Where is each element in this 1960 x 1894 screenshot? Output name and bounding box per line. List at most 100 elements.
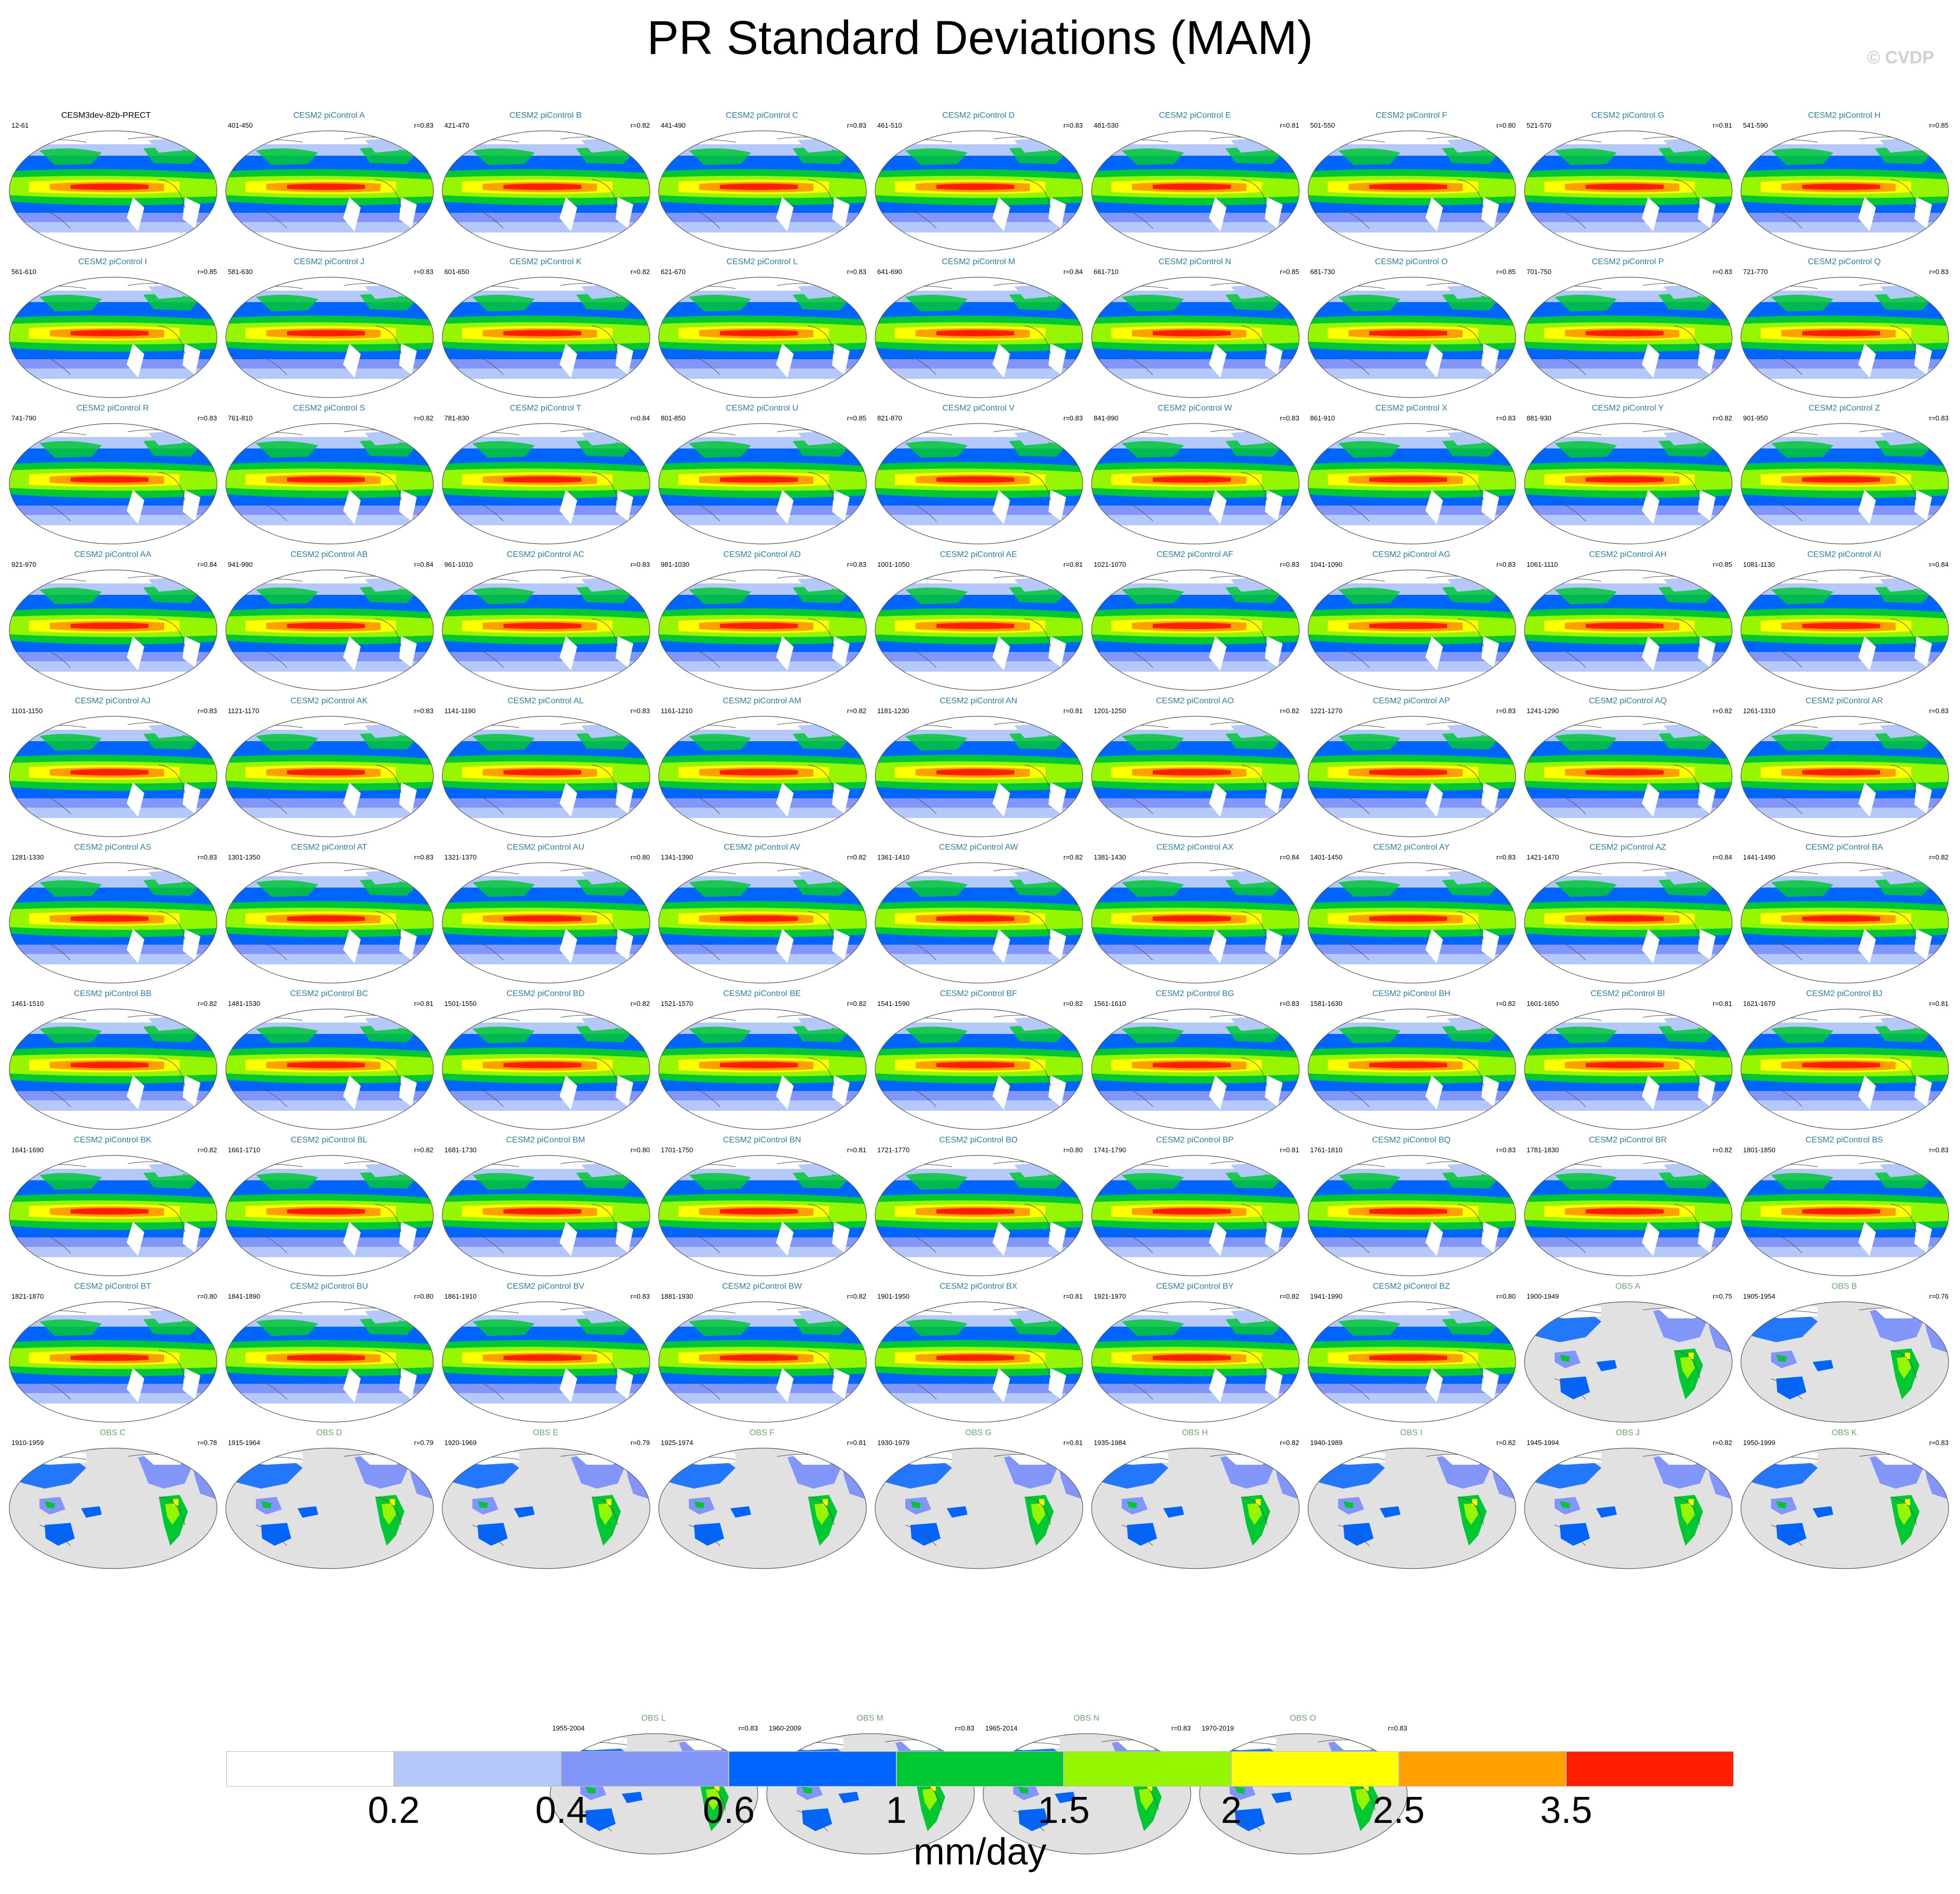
map-panel: CESM2 piControl AC 961-1010 r=0.83	[437, 548, 654, 694]
panel-years: 1101-1150	[11, 707, 43, 715]
panel-map	[1524, 716, 1733, 837]
panel-years: 1441-1490	[1743, 853, 1776, 861]
panel-title: CESM2 piControl AY	[1373, 843, 1450, 852]
panel-years: 1945-1994	[1527, 1439, 1559, 1447]
panel-title: CESM2 piControl BN	[723, 1136, 801, 1144]
panel-correlation: r=0.83	[738, 1724, 758, 1732]
panel-years: 421-470	[444, 121, 469, 129]
panel-title: OBS B	[1831, 1282, 1857, 1291]
panel-years: 801-850	[661, 414, 686, 422]
map-panel: CESM2 piControl AA 921-970 r=0.84	[4, 548, 221, 694]
panel-correlation: r=0.82	[1063, 1000, 1083, 1007]
panel-title: CESM2 piControl BV	[507, 1282, 584, 1291]
panel-years: 1281-1330	[11, 853, 44, 861]
panel-correlation: r=0.82	[1712, 414, 1732, 422]
panel-correlation: r=0.83	[955, 1724, 974, 1732]
map-panel: CESM2 piControl C 441-490 r=0.83	[654, 109, 870, 255]
panel-correlation: r=0.85	[847, 414, 866, 422]
panel-title: CESM2 piControl AL	[507, 697, 584, 705]
panel-correlation: r=0.83	[1063, 121, 1083, 129]
map-panel: CESM2 piControl X 861-910 r=0.83	[1303, 402, 1520, 548]
panel-map	[442, 1155, 650, 1276]
panel-title: CESM2 piControl AH	[1589, 550, 1667, 559]
panel-years: 461-510	[877, 121, 902, 129]
panel-years: 12-61	[11, 121, 29, 129]
panel-years: 1741-1790	[1094, 1146, 1126, 1154]
panel-correlation: r=0.83	[414, 268, 433, 276]
colorbar-tick-label: 0.6	[702, 1790, 755, 1831]
panel-years: 621-670	[661, 268, 686, 276]
panel-years: 1261-1310	[1743, 707, 1776, 715]
map-panel: CESM2 piControl AO 1201-1250 r=0.82	[1086, 694, 1303, 841]
map-panel: CESM2 piControl BT 1821-1870 r=0.80	[4, 1280, 221, 1426]
panel-correlation: r=0.80	[414, 1292, 433, 1300]
colorbar-swatch	[729, 1751, 896, 1787]
panel-map	[225, 716, 434, 837]
panel-years: 1970-2019	[1202, 1724, 1234, 1732]
panel-years: 1421-1470	[1527, 853, 1559, 861]
panel-map	[225, 1448, 434, 1569]
map-panel: CESM2 piControl AD 981-1030 r=0.83	[654, 548, 870, 694]
colorbar-swatch	[896, 1751, 1064, 1787]
panel-years: 1001-1050	[877, 561, 910, 568]
panel-map	[442, 1448, 650, 1569]
panel-years: 1561-1610	[1094, 1000, 1126, 1007]
panel-years: 1761-1810	[1310, 1146, 1343, 1154]
panel-map	[983, 1733, 1191, 1855]
chart-title: PR Standard Deviations (MAM)	[647, 11, 1313, 64]
map-panel: CESM2 piControl P 701-750 r=0.83	[1519, 255, 1736, 402]
panel-map	[9, 1155, 217, 1276]
map-panel: CESM2 piControl AB 941-990 r=0.84	[221, 548, 438, 694]
map-panel: CESM2 piControl I 561-610 r=0.85	[4, 255, 221, 402]
colorbar-tick-label: 0.2	[367, 1790, 420, 1831]
panel-years: 941-990	[228, 561, 253, 568]
map-panel: CESM2 piControl D 461-510 r=0.83	[870, 109, 1087, 255]
panel-map	[1524, 569, 1733, 691]
panel-title: CESM2 piControl BY	[1156, 1282, 1234, 1291]
panel-map	[442, 423, 650, 544]
map-panel: OBS I 1940-1989 r=0.82	[1303, 1426, 1520, 1573]
map-panel: CESM2 piControl BK 1641-1690 r=0.82	[4, 1134, 221, 1280]
panel-correlation: r=0.85	[1712, 561, 1732, 568]
map-panel: CESM2 piControl BR 1781-1830 r=0.82	[1519, 1134, 1736, 1280]
panel-map	[1308, 1155, 1516, 1276]
panel-map	[9, 716, 217, 837]
panel-map	[1308, 423, 1516, 544]
panel-years: 721-770	[1743, 268, 1768, 276]
panel-map	[1308, 277, 1516, 398]
colorbar-swatch	[1398, 1751, 1567, 1787]
colorbar-swatch	[561, 1751, 729, 1787]
panel-title: CESM2 piControl N	[1159, 257, 1231, 266]
panel-correlation: r=0.84	[414, 561, 433, 568]
panel-title: CESM2 piControl X	[1375, 404, 1448, 413]
panel-years: 1940-1989	[1310, 1439, 1343, 1447]
panel-map	[1308, 862, 1516, 984]
panel-correlation: r=0.79	[414, 1439, 433, 1447]
map-panel: CESM2 piControl K 601-650 r=0.82	[437, 255, 654, 402]
map-panel: CESM2 piControl BH 1581-1630 r=0.82	[1303, 987, 1520, 1134]
panel-title: CESM2 piControl AE	[940, 550, 1017, 559]
panel-correlation: r=0.83	[1712, 268, 1732, 276]
panel-correlation: r=0.83	[414, 121, 433, 129]
panel-title: CESM2 piControl Z	[1808, 404, 1880, 413]
map-panel: CESM2 piControl BD 1501-1550 r=0.82	[437, 987, 654, 1134]
panel-title: CESM2 piControl BT	[74, 1282, 152, 1291]
panel-map	[9, 423, 217, 544]
colorbar	[226, 1751, 1734, 1787]
map-panel: OBS J 1945-1994 r=0.82	[1519, 1426, 1736, 1573]
panel-correlation: r=0.83	[1929, 707, 1949, 715]
panel-correlation: r=0.82	[847, 1292, 866, 1300]
panel-years: 681-730	[1310, 268, 1335, 276]
map-panel: CESM2 piControl BS 1801-1850 r=0.83	[1736, 1134, 1953, 1280]
panel-years: 1141-1190	[444, 707, 476, 715]
panel-correlation: r=0.80	[630, 853, 650, 861]
panel-title: CESM2 piControl T	[510, 404, 581, 413]
map-panel: CESM2 piControl AY 1401-1450 r=0.83	[1303, 841, 1520, 987]
colorbar-tick-label: 3.5	[1540, 1790, 1592, 1831]
colorbar-units: mm/day	[913, 1831, 1047, 1873]
panel-correlation: r=0.83	[1929, 414, 1949, 422]
panel-correlation: r=0.83	[1929, 1146, 1949, 1154]
panel-map	[658, 277, 867, 398]
panel-title: CESM2 piControl BU	[290, 1282, 369, 1291]
panel-correlation: r=0.82	[847, 1000, 866, 1007]
